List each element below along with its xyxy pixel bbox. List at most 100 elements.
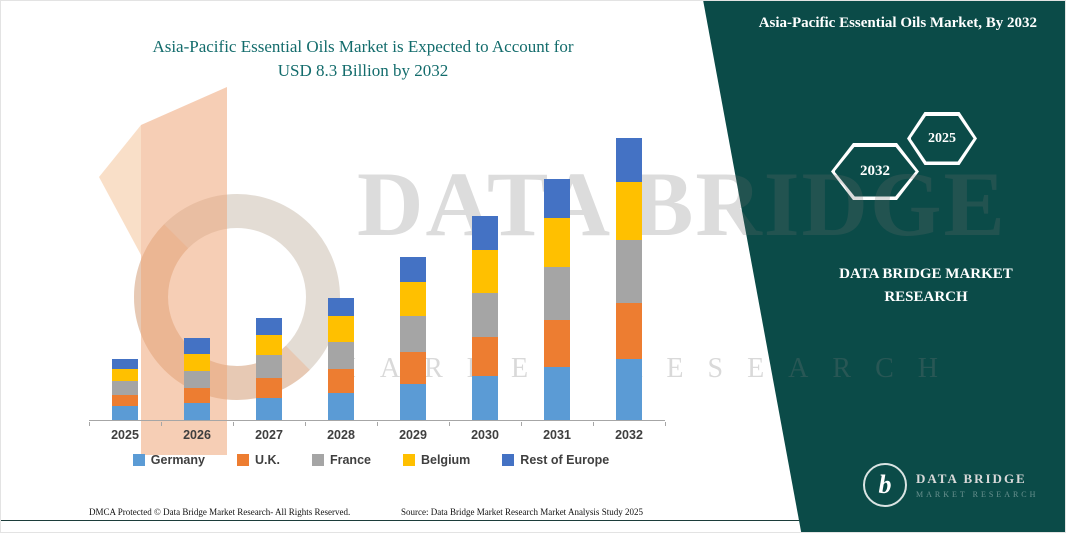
bar-column-2025 — [89, 358, 161, 420]
legend-swatch-rest-of-europe — [502, 454, 515, 466]
bar-column-2030 — [449, 216, 521, 420]
data-bridge-logo: b DATA BRIDGE MARKET RESEARCH — [863, 463, 1038, 507]
plot-area — [89, 129, 665, 421]
bar-segment-u-k — [472, 336, 498, 376]
bar-segment-rest-of-europe — [112, 358, 138, 370]
bar-segment-rest-of-europe — [328, 297, 354, 317]
legend-swatch-france — [311, 454, 324, 466]
legend-label-u-k: U.K. — [254, 453, 280, 467]
bar-segment-belgium — [472, 250, 498, 293]
x-axis-label-2025: 2025 — [111, 428, 139, 442]
stacked-bar-2027 — [256, 318, 282, 420]
bar-segment-france — [328, 341, 354, 370]
stacked-bar-2032 — [616, 138, 642, 420]
bar-segment-u-k — [184, 387, 210, 403]
legend-item-u-k: U.K. — [236, 453, 280, 467]
hexagon-2025-label: 2025 — [910, 115, 974, 162]
bar-segment-germany — [112, 406, 138, 420]
bar-column-2032 — [593, 138, 665, 420]
x-axis-ticks — [89, 422, 666, 426]
bar-column-2029 — [377, 256, 449, 420]
bar-segment-belgium — [544, 218, 570, 268]
legend-item-rest-of-europe: Rest of Europe — [502, 453, 609, 467]
stacked-bar-2029 — [400, 256, 426, 420]
logo-title: DATA BRIDGE — [916, 471, 1027, 486]
legend-item-france: France — [311, 453, 371, 467]
legend-item-germany: Germany — [132, 453, 205, 467]
x-axis-label-2027: 2027 — [255, 428, 283, 442]
x-axis-label-2028: 2028 — [327, 428, 355, 442]
bar-segment-belgium — [616, 182, 642, 241]
bar-segment-germany — [544, 367, 570, 420]
bar-segment-rest-of-europe — [544, 179, 570, 219]
x-axis-labels: 2025 2026 2027 2028 2029 2030 2031 2032 — [89, 428, 665, 442]
source-note: Source: Data Bridge Market Research Mark… — [401, 507, 643, 517]
chart-title: Asia-Pacific Essential Oils Market is Ex… — [53, 35, 673, 83]
bar-segment-rest-of-europe — [184, 338, 210, 354]
legend-label-rest-of-europe: Rest of Europe — [520, 453, 610, 467]
logo-subtitle: MARKET RESEARCH — [916, 490, 1039, 499]
bar-segment-germany — [328, 392, 354, 420]
bar-column-2027 — [233, 318, 305, 420]
bar-segment-france — [184, 370, 210, 388]
legend-swatch-germany — [132, 454, 145, 466]
legend-label-belgium: Belgium — [420, 453, 471, 467]
x-axis-label-2026: 2026 — [183, 428, 211, 442]
bar-segment-u-k — [544, 319, 570, 368]
stacked-bar-2028 — [328, 297, 354, 420]
hexagon-2025: 2025 — [907, 112, 977, 165]
bar-segment-u-k — [400, 352, 426, 385]
bar-segment-u-k — [328, 369, 354, 393]
x-axis-label-2032: 2032 — [615, 428, 643, 442]
bottom-divider — [1, 520, 1065, 521]
bar-segment-germany — [184, 403, 210, 420]
bar-segment-germany — [256, 397, 282, 420]
legend-swatch-u-k — [236, 454, 249, 466]
bar-segment-france — [400, 316, 426, 353]
bar-segment-belgium — [328, 316, 354, 342]
legend-label-germany: Germany — [150, 453, 205, 467]
bar-segment-rest-of-europe — [616, 138, 642, 183]
chart-title-line2: USD 8.3 Billion by 2032 — [277, 60, 449, 80]
bar-segment-u-k — [256, 377, 282, 398]
legend-item-belgium: Belgium — [402, 453, 471, 467]
bar-segment-rest-of-europe — [256, 318, 282, 336]
bar-segment-france — [544, 267, 570, 320]
bar-segment-belgium — [184, 353, 210, 371]
stacked-bar-2025 — [112, 358, 138, 420]
bar-column-2031 — [521, 179, 593, 420]
dmca-notice: DMCA Protected © Data Bridge Market Rese… — [89, 507, 351, 517]
bar-segment-germany — [472, 375, 498, 420]
chart-legend: Germany U.K. France Belgium Rest of Europe — [51, 453, 691, 467]
legend-label-france: France — [329, 453, 371, 467]
x-axis-label-2031: 2031 — [543, 428, 571, 442]
legend-swatch-belgium — [402, 454, 415, 466]
bar-segment-france — [112, 380, 138, 395]
stacked-bar-2031 — [544, 179, 570, 420]
hexagon-2032-label: 2032 — [834, 146, 916, 197]
x-axis-label-2030: 2030 — [471, 428, 499, 442]
bar-segment-germany — [400, 384, 426, 420]
panel-heading: Asia-Pacific Essential Oils Market, By 2… — [758, 15, 1037, 31]
x-axis-label-2029: 2029 — [399, 428, 427, 442]
bar-segment-belgium — [400, 282, 426, 317]
bar-segment-france — [616, 240, 642, 303]
stacked-bar-2030 — [472, 216, 498, 420]
bar-segment-belgium — [256, 335, 282, 356]
chart-title-line1: Asia-Pacific Essential Oils Market is Ex… — [152, 37, 574, 56]
bar-column-2026 — [161, 338, 233, 420]
stacked-bar-2026 — [184, 338, 210, 420]
logo-text-block: DATA BRIDGE MARKET RESEARCH — [916, 471, 1038, 499]
bar-segment-germany — [616, 358, 642, 420]
logo-monogram-icon: b — [863, 463, 907, 507]
bar-segment-france — [256, 355, 282, 378]
bar-column-2028 — [305, 297, 377, 420]
bar-segment-france — [472, 292, 498, 337]
hexagon-2032: 2032 — [831, 143, 919, 200]
bar-segment-u-k — [112, 394, 138, 407]
bar-segment-rest-of-europe — [400, 256, 426, 283]
bar-segment-belgium — [112, 369, 138, 381]
bar-segment-u-k — [616, 302, 642, 359]
bar-segment-rest-of-europe — [472, 216, 498, 251]
